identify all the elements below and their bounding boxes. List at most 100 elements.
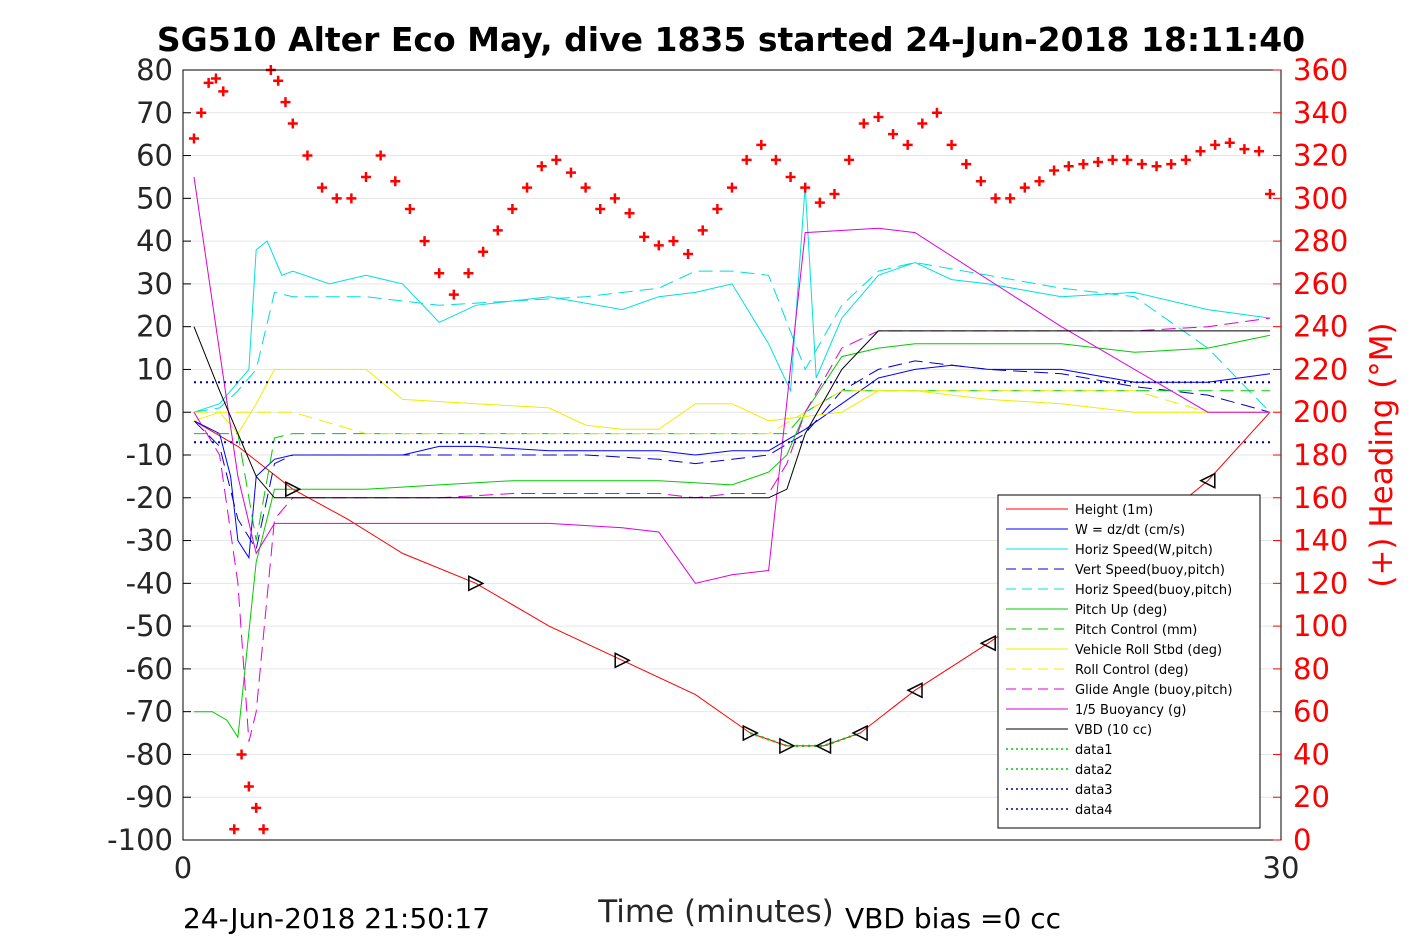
height-triangle-marker xyxy=(1199,472,1216,489)
heading-point xyxy=(917,118,928,129)
height-triangle-marker xyxy=(614,652,631,669)
heading-point xyxy=(1166,159,1177,170)
y-left-tick-label: -20 xyxy=(126,481,173,515)
legend-label: data1 xyxy=(1075,743,1113,758)
y-left-tick-label: -80 xyxy=(126,737,173,771)
height-triangle-marker xyxy=(906,682,923,699)
heading-point xyxy=(302,150,313,161)
y-left-tick-label: -60 xyxy=(126,652,173,686)
series-vbd-10-cc xyxy=(193,326,1270,499)
height-triangle-marker xyxy=(285,481,302,498)
heading-point xyxy=(419,236,430,247)
legend-label: W = dz/dt (cm/s) xyxy=(1075,523,1185,538)
heading-point xyxy=(1136,159,1147,170)
heading-point xyxy=(1195,146,1206,157)
x-tick-label: 0 xyxy=(174,851,192,885)
heading-point xyxy=(1180,154,1191,165)
heading-point xyxy=(902,139,913,150)
legend-label: Horiz Speed(buoy,pitch) xyxy=(1075,583,1232,598)
heading-point xyxy=(580,182,591,193)
heading-point xyxy=(218,86,229,97)
series-vert-speed-buoy-pitch xyxy=(193,360,1271,551)
y-left-tick-label: -40 xyxy=(126,566,173,600)
y-left-tick-label: 50 xyxy=(136,181,173,215)
heading-point xyxy=(1239,144,1250,155)
heading-point xyxy=(236,749,247,760)
series-horiz-speed-w-pitch xyxy=(193,185,1271,413)
heading-point xyxy=(551,154,562,165)
footer-timestamp: 24-Jun-2018 21:50:17 xyxy=(183,902,490,935)
legend-label: Vehicle Roll Stbd (deg) xyxy=(1075,643,1222,658)
heading-point xyxy=(653,240,664,251)
heading-point xyxy=(1107,154,1118,165)
y-left-tick-label: -90 xyxy=(126,780,173,814)
heading-point xyxy=(888,129,899,140)
y-left-tick-label: 30 xyxy=(136,267,173,301)
heading-point xyxy=(492,225,503,236)
heading-point xyxy=(873,112,884,123)
heading-point xyxy=(829,189,840,200)
y-left-tick-label: -70 xyxy=(126,695,173,729)
y-left-tick-label: 40 xyxy=(136,224,173,258)
heading-point xyxy=(1210,139,1221,150)
heading-point xyxy=(280,97,291,108)
y-right-tick-label: 360 xyxy=(1293,53,1348,87)
legend-label: Height (1m) xyxy=(1075,503,1153,518)
legend-label: 1/5 Buoyancy (g) xyxy=(1075,703,1186,718)
y-right-tick-label: 0 xyxy=(1293,823,1311,857)
y-right-tick-label: 60 xyxy=(1293,695,1330,729)
heading-point xyxy=(727,182,737,193)
y-left-tick-label: 0 xyxy=(155,395,173,429)
heading-point xyxy=(1019,182,1030,193)
heading-point xyxy=(258,824,269,835)
heading-point xyxy=(361,171,371,182)
heading-point xyxy=(961,159,972,170)
heading-point xyxy=(756,139,767,150)
heading-point xyxy=(448,289,459,300)
y-right-tick-label: 80 xyxy=(1293,652,1330,686)
series-horiz-speed-buoy-pitch xyxy=(193,261,1271,413)
heading-point xyxy=(1005,193,1016,204)
heading-point xyxy=(814,197,825,208)
y-axis-right-label: (+) Heading (°M) xyxy=(1364,322,1400,587)
height-triangle-marker xyxy=(468,575,485,592)
y-right-tick-label: 200 xyxy=(1293,395,1348,429)
y-left-tick-label: -10 xyxy=(126,438,173,472)
heading-point xyxy=(478,246,489,257)
y-right-tick-label: 180 xyxy=(1293,438,1348,472)
legend-label: Glide Angle (buoy,pitch) xyxy=(1075,683,1233,698)
y-right-tick-label: 220 xyxy=(1293,352,1348,386)
heading-point xyxy=(858,118,869,129)
heading-point xyxy=(697,225,708,236)
heading-point xyxy=(346,193,357,204)
y-left-tick-label: 80 xyxy=(136,53,173,87)
heading-point xyxy=(375,150,386,161)
heading-point xyxy=(609,193,620,204)
heading-point xyxy=(975,176,986,187)
heading-point xyxy=(203,77,214,88)
y-left-tick-label: -50 xyxy=(126,609,173,643)
heading-point xyxy=(844,154,855,165)
height-triangle-marker xyxy=(979,635,996,652)
y-left-tick-label: 60 xyxy=(136,139,173,173)
heading-point xyxy=(785,171,796,182)
legend-label: data4 xyxy=(1075,803,1113,818)
y-right-tick-label: 140 xyxy=(1293,524,1348,558)
heading-point xyxy=(1265,189,1276,200)
heading-point xyxy=(668,236,679,247)
heading-point xyxy=(522,182,533,193)
heading-point xyxy=(741,154,752,165)
heading-point xyxy=(463,268,474,279)
series-vehicle-roll-stbd-deg xyxy=(193,368,1270,435)
heading-point xyxy=(251,802,262,813)
series-data2 xyxy=(749,732,861,747)
heading-point xyxy=(1254,146,1265,157)
heading-point xyxy=(1122,154,1133,165)
legend: Height (1m) W = dz/dt (cm/s) Horiz Speed(W… xyxy=(997,494,1261,829)
heading-point xyxy=(229,824,240,835)
heading-point xyxy=(196,107,207,118)
heading-point xyxy=(1224,137,1235,148)
footer-vbd-bias: VBD bias =0 cc xyxy=(845,902,1061,935)
heading-point xyxy=(1151,161,1162,172)
